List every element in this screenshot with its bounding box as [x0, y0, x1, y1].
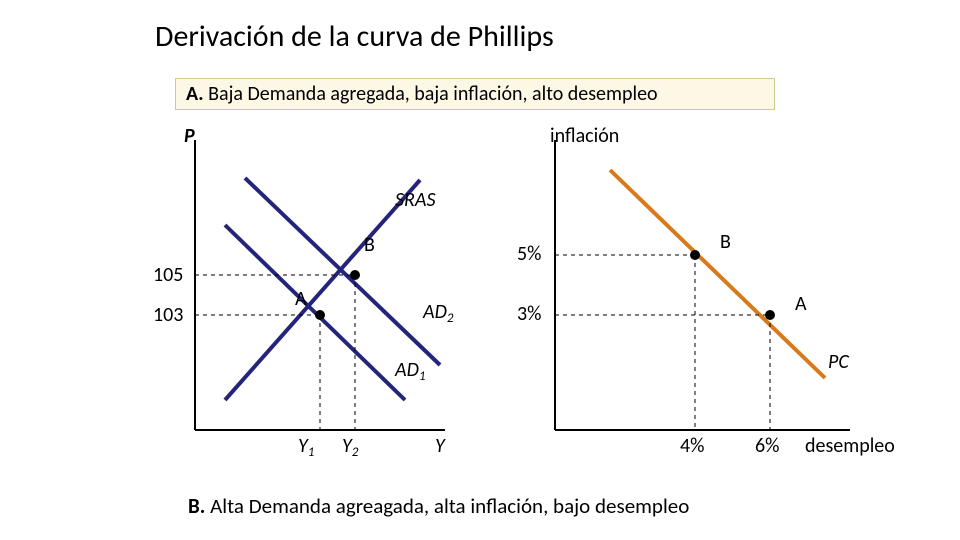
banner-a-text: Baja Demanda agregada, baja inflación, a…: [208, 82, 657, 106]
point-b-label-right: B: [720, 230, 731, 254]
point-a-left: [315, 310, 325, 320]
y-axis-label: Y: [435, 434, 445, 458]
banner-a-prefix: A.: [186, 82, 204, 106]
ytick-5pct: 5%: [517, 242, 541, 266]
pc-label: PC: [828, 350, 849, 374]
desempleo-axis-label: desempleo: [805, 434, 895, 458]
xtick-4pct: 4%: [680, 434, 704, 458]
point-a-label-right: A: [795, 292, 807, 316]
page-title: Derivación de la curva de Phillips: [155, 18, 554, 55]
charts-svg: [105, 120, 865, 465]
banner-b-text: Alta Demanda agreagada, alta inflación, …: [210, 493, 689, 519]
point-b-label-left: B: [364, 233, 375, 257]
xtick-6pct: 6%: [755, 434, 779, 458]
diagram-area: P 105 103 SRAS B A AD2 AD1 Y1 Y2 Y infla…: [105, 120, 865, 465]
banner-b-prefix: B.: [188, 493, 205, 519]
ytick-105: 105: [153, 263, 183, 287]
y1-label: Y1: [298, 434, 314, 458]
banner-b: B. Alta Demanda agreagada, alta inflació…: [178, 490, 790, 522]
ytick-103: 103: [153, 303, 183, 327]
point-a-label-left: A: [295, 287, 307, 311]
sras-line: [225, 180, 420, 400]
point-a-right: [765, 310, 775, 320]
ad2-label: AD2: [423, 300, 453, 324]
sras-label: SRAS: [395, 188, 436, 212]
ad1-label: AD1: [395, 358, 425, 382]
inflacion-axis-label: inflación: [550, 124, 619, 148]
point-b-left: [350, 270, 360, 280]
pc-line: [610, 170, 825, 378]
ad1-line: [225, 225, 405, 400]
p-axis-label: P: [184, 124, 195, 148]
ytick-3pct: 3%: [517, 302, 541, 326]
y2-label: Y2: [342, 434, 358, 458]
point-b-right: [690, 250, 700, 260]
banner-a: A. Baja Demanda agregada, baja inflación…: [175, 78, 775, 110]
